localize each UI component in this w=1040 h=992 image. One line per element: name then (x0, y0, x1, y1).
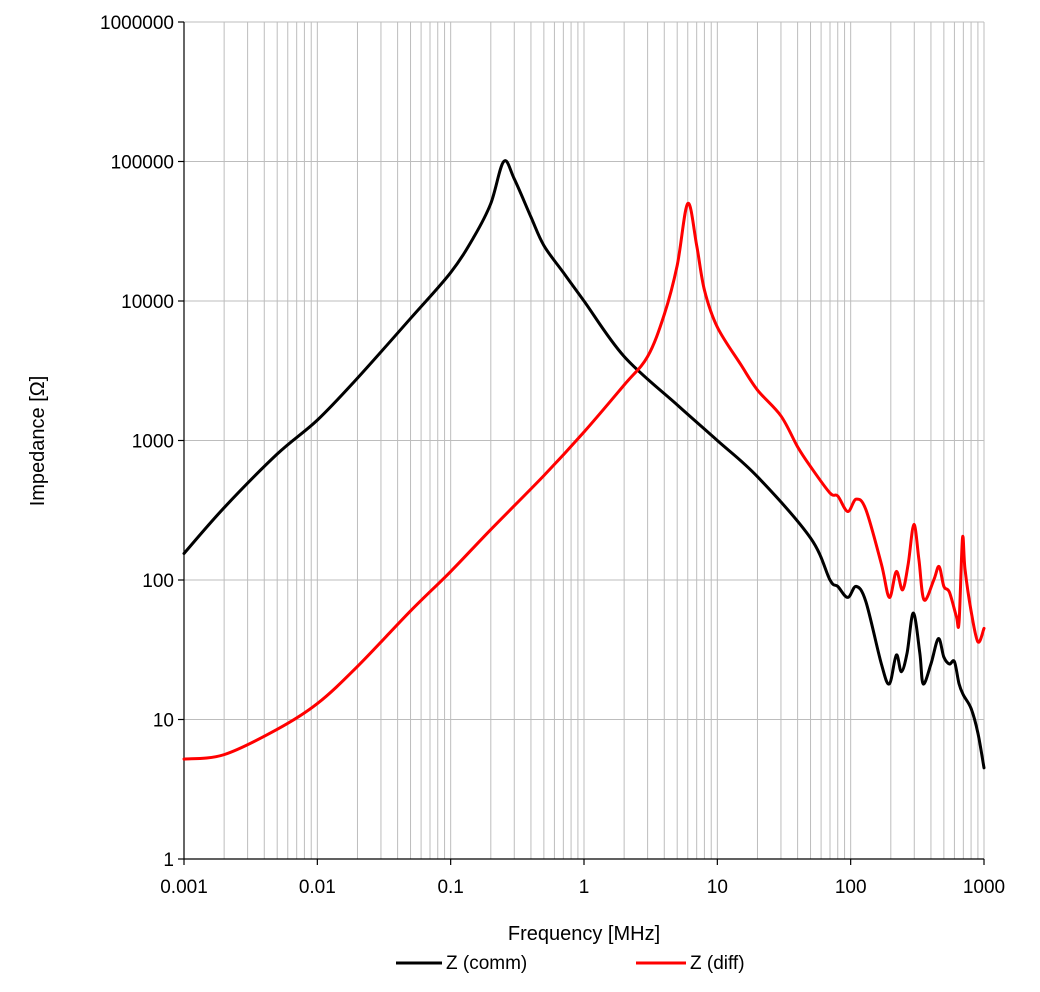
y-tick-label: 1000 (132, 432, 174, 453)
y-tick-label: 1 (163, 850, 174, 871)
tick-labels: 1 10 100 1000 10000 100000 1000000 0.001 0.01 0.1… (100, 13, 1005, 898)
x-tick-label: 0.001 (160, 877, 208, 898)
axes (178, 21, 985, 865)
grid (184, 21, 985, 859)
y-tick-label: 1000000 (100, 13, 174, 34)
legend-label-z-diff: Z (diff) (690, 953, 745, 974)
x-tick-label: 0.01 (299, 877, 336, 898)
series-line-z-comm (182, 159, 986, 770)
y-tick-label: 10000 (121, 292, 174, 313)
x-tick-label: 1 (579, 877, 590, 898)
series-line-z-diff (182, 201, 986, 761)
y-tick-label: 10 (153, 711, 174, 732)
series-lines (182, 159, 986, 770)
x-axis-title: Frequency [MHz] (508, 923, 660, 945)
y-tick-label: 100000 (111, 153, 174, 174)
y-axis-title: Impedance [Ω] (27, 376, 49, 507)
x-tick-label: 10 (707, 877, 728, 898)
x-tick-label: 0.1 (437, 877, 463, 898)
legend: Z (comm) Z (diff) (396, 953, 745, 974)
x-tick-label: 1000 (963, 877, 1005, 898)
x-tick-label: 100 (835, 877, 867, 898)
legend-label-z-comm: Z (comm) (446, 953, 527, 974)
y-tick-label: 100 (142, 571, 174, 592)
